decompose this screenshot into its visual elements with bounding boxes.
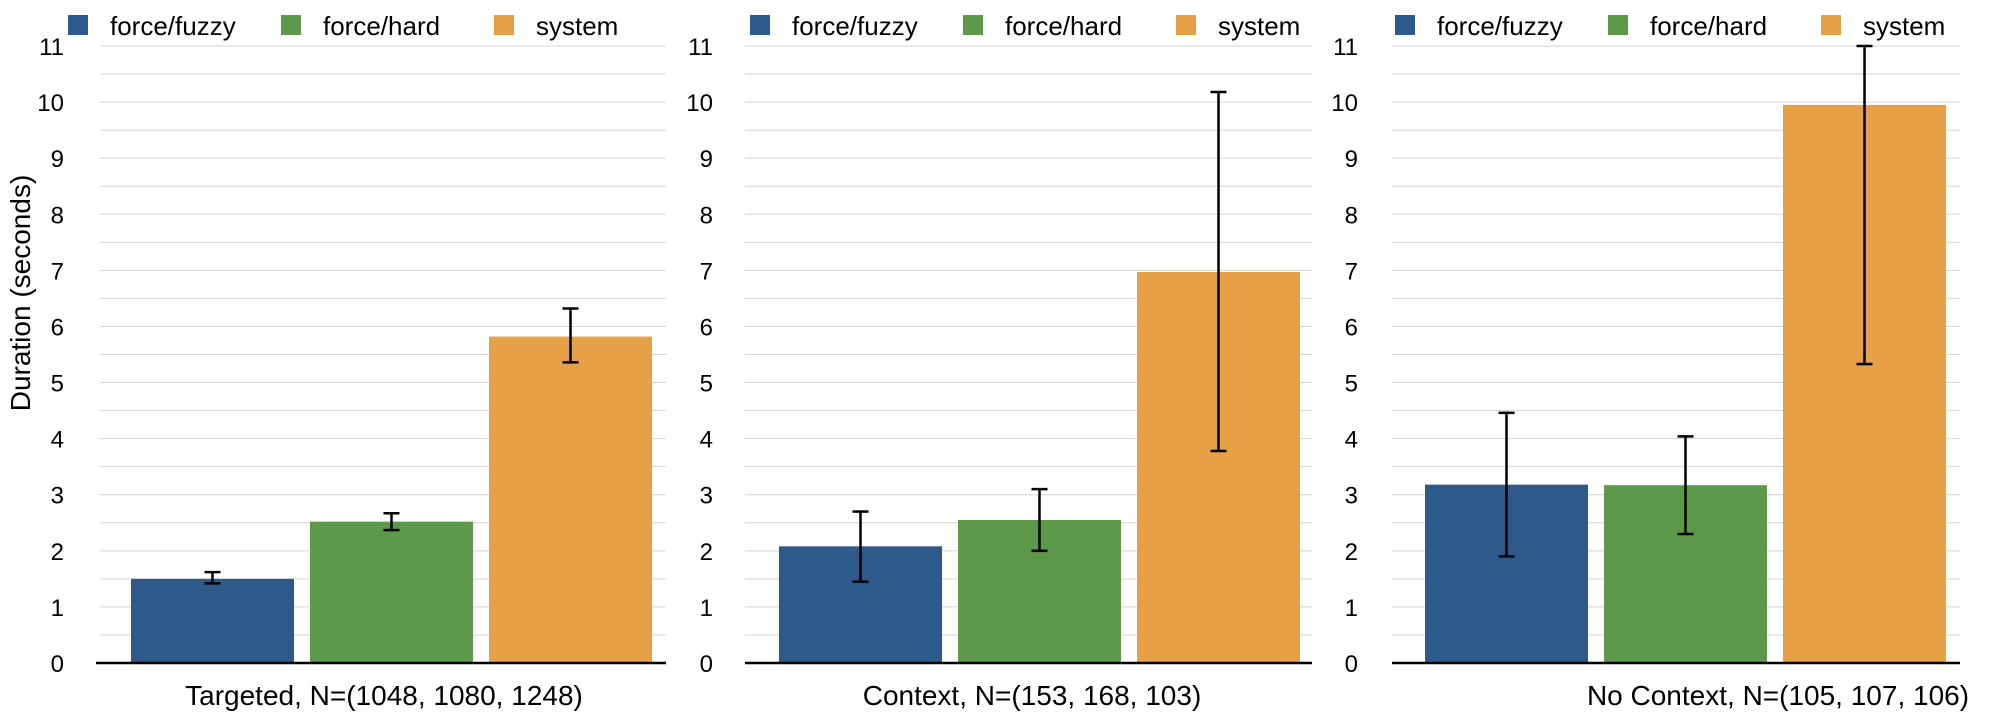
y-tick-label: 5 bbox=[700, 371, 713, 398]
error-bar bbox=[1210, 90, 1227, 453]
y-tick-label: 6 bbox=[1345, 314, 1358, 341]
legend-swatch bbox=[1395, 15, 1415, 35]
y-tick-label: 3 bbox=[51, 483, 64, 510]
y-tick-label: 10 bbox=[37, 90, 64, 117]
bar-force-fuzzy bbox=[131, 578, 294, 663]
y-axis-label: Duration (seconds) bbox=[5, 175, 36, 412]
y-tick-label: 2 bbox=[51, 539, 64, 566]
y-tick-label: 1 bbox=[700, 595, 713, 622]
error-bar bbox=[1498, 411, 1515, 558]
error-bar bbox=[852, 510, 869, 583]
y-tick-label: 4 bbox=[51, 427, 64, 454]
y-tick-label: 11 bbox=[688, 34, 713, 61]
chart-panel-2: 0 1 2 3 4 5 6 7 8 9 10 11 Context, N=(153, 168, 103)… bbox=[686, 11, 1312, 711]
legend-label: system bbox=[1218, 11, 1300, 41]
error-bar bbox=[562, 307, 579, 364]
y-tick-label: 10 bbox=[1331, 90, 1358, 117]
legend-swatch bbox=[281, 15, 301, 35]
y-tick-label: 2 bbox=[700, 539, 713, 566]
legend: force/fuzzy force/hard system bbox=[750, 11, 1300, 41]
legend-swatch bbox=[750, 15, 770, 35]
y-tick-label: 8 bbox=[1345, 202, 1358, 229]
y-tick-label: 4 bbox=[700, 427, 713, 454]
y-tick-label: 0 bbox=[700, 651, 713, 678]
legend: force/fuzzy force/hard system bbox=[1395, 11, 1945, 41]
y-tick-label: 10 bbox=[686, 90, 713, 117]
y-tick-label: 11 bbox=[1333, 34, 1358, 61]
legend-label: force/hard bbox=[1005, 11, 1122, 41]
legend-label: system bbox=[1863, 11, 1945, 41]
y-tick-label: 9 bbox=[1345, 146, 1358, 173]
y-tick-label: 5 bbox=[1345, 371, 1358, 398]
error-bar bbox=[383, 511, 400, 532]
error-bar bbox=[1031, 487, 1048, 553]
y-tick-label: 7 bbox=[51, 258, 64, 285]
legend-swatch bbox=[1821, 15, 1841, 35]
legend-label: force/fuzzy bbox=[792, 11, 918, 41]
legend-swatch bbox=[963, 15, 983, 35]
y-tick-label: 4 bbox=[1345, 427, 1358, 454]
legend-label: system bbox=[536, 11, 618, 41]
legend-swatch bbox=[494, 15, 514, 35]
y-tick-label: 6 bbox=[700, 314, 713, 341]
error-bar bbox=[204, 570, 221, 585]
y-tick-label: 0 bbox=[1345, 651, 1358, 678]
y-tick-label: 3 bbox=[700, 483, 713, 510]
chart-panel-1: 0 1 2 3 4 5 6 7 8 9 10 11 Targeted, N=(1048, 1080, 1… bbox=[37, 11, 666, 711]
x-axis-label: No Context, N=(105, 107, 106) bbox=[1587, 680, 1969, 711]
bar-force-hard bbox=[310, 521, 473, 663]
y-tick-label: 1 bbox=[1345, 595, 1358, 622]
x-axis-label: Targeted, N=(1048, 1080, 1248) bbox=[185, 680, 583, 711]
y-tick-label: 8 bbox=[700, 202, 713, 229]
legend: force/fuzzy force/hard system bbox=[68, 11, 618, 41]
y-tick-label: 9 bbox=[700, 146, 713, 173]
legend-label: force/fuzzy bbox=[1437, 11, 1563, 41]
y-tick-label: 1 bbox=[51, 595, 64, 622]
y-tick-label: 2 bbox=[1345, 539, 1358, 566]
legend-swatch bbox=[1608, 15, 1628, 35]
y-tick-label: 3 bbox=[1345, 483, 1358, 510]
y-tick-label: 11 bbox=[39, 34, 64, 61]
error-bar bbox=[1677, 435, 1694, 536]
x-axis-label: Context, N=(153, 168, 103) bbox=[863, 680, 1202, 711]
gridlines bbox=[100, 45, 666, 636]
y-tick-label: 7 bbox=[700, 258, 713, 285]
y-tick-label: 0 bbox=[51, 651, 64, 678]
legend-label: force/hard bbox=[323, 11, 440, 41]
y-tick-label: 6 bbox=[51, 314, 64, 341]
y-tick-label: 8 bbox=[51, 202, 64, 229]
error-bar bbox=[1856, 44, 1873, 366]
y-tick-label: 7 bbox=[1345, 258, 1358, 285]
bar-system bbox=[489, 336, 652, 663]
chart-panel-3: 0 1 2 3 4 5 6 7 8 9 10 11 No Context, N=(105, 107, 1… bbox=[1331, 11, 1969, 711]
y-tick-label: 9 bbox=[51, 146, 64, 173]
y-tick-label: 5 bbox=[51, 371, 64, 398]
legend-swatch bbox=[68, 15, 88, 35]
legend-label: force/hard bbox=[1650, 11, 1767, 41]
legend-label: force/fuzzy bbox=[110, 11, 236, 41]
legend-swatch bbox=[1176, 15, 1196, 35]
